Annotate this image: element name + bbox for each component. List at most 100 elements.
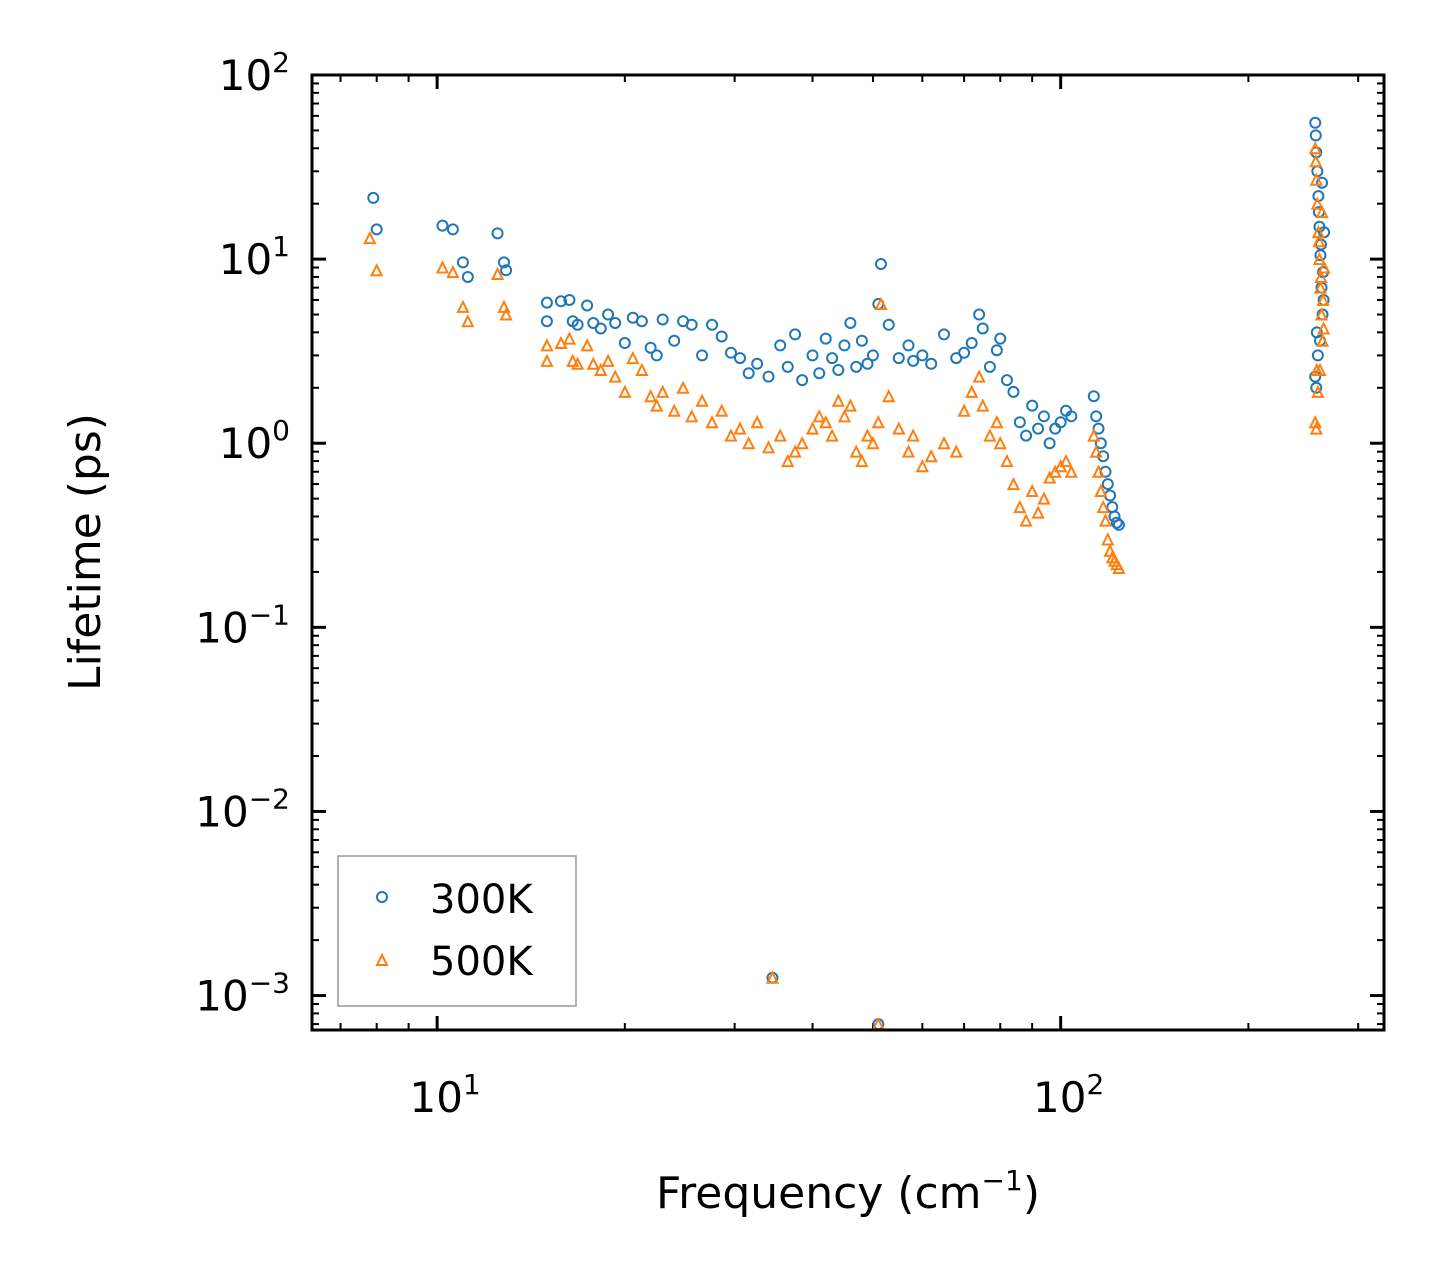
point-300k bbox=[461, 270, 474, 283]
point-500k bbox=[644, 388, 658, 403]
point-300k bbox=[1310, 381, 1323, 394]
data-points bbox=[363, 116, 1331, 1031]
point-500k bbox=[570, 356, 585, 370]
point-500k bbox=[1112, 560, 1126, 575]
point-300k bbox=[938, 328, 951, 341]
point-500k bbox=[1314, 269, 1328, 283]
point-300k bbox=[367, 191, 380, 204]
point-500k bbox=[733, 421, 747, 435]
point-300k bbox=[1110, 516, 1123, 529]
point-500k bbox=[608, 369, 622, 383]
point-500k bbox=[1308, 141, 1322, 155]
point-300k bbox=[456, 256, 469, 269]
point-300k bbox=[1094, 437, 1107, 450]
point-500k bbox=[1315, 333, 1330, 347]
point-500k bbox=[765, 970, 780, 984]
point-500k bbox=[1096, 499, 1110, 514]
legend-label-300k: 300K bbox=[430, 877, 534, 923]
point-300k bbox=[685, 318, 698, 331]
point-300k bbox=[733, 352, 746, 365]
point-300k bbox=[571, 318, 584, 331]
point-300k bbox=[1065, 410, 1078, 423]
point-300k bbox=[650, 349, 663, 362]
point-300k bbox=[844, 316, 857, 329]
point-300k bbox=[742, 367, 755, 380]
point-500k bbox=[795, 435, 809, 450]
point-500k bbox=[594, 362, 608, 376]
point-500k bbox=[1064, 464, 1078, 478]
point-300k bbox=[973, 308, 986, 321]
point-300k bbox=[892, 352, 905, 365]
point-500k bbox=[773, 428, 787, 442]
point-500k bbox=[937, 435, 951, 450]
point-300k bbox=[832, 363, 845, 376]
point-500k bbox=[446, 264, 460, 279]
point-300k bbox=[1007, 385, 1020, 398]
point-300k bbox=[563, 293, 576, 306]
y-tick-label: 10−1 bbox=[195, 598, 290, 652]
point-300k bbox=[1000, 374, 1013, 387]
y-axis-title: Lifetime (ps) bbox=[60, 413, 111, 691]
point-500k bbox=[1006, 476, 1021, 491]
point-300k bbox=[618, 337, 631, 350]
point-500k bbox=[1315, 204, 1329, 219]
point-500k bbox=[901, 444, 916, 458]
series-500k bbox=[363, 141, 1331, 1031]
point-300k bbox=[958, 346, 971, 359]
point-500k bbox=[715, 403, 729, 417]
y-tick-label: 10−2 bbox=[195, 782, 290, 836]
point-300k bbox=[491, 227, 504, 240]
point-500k bbox=[1310, 196, 1324, 210]
point-500k bbox=[650, 398, 664, 412]
point-500k bbox=[1087, 428, 1101, 442]
point-500k bbox=[1313, 280, 1328, 294]
point-500k bbox=[1037, 491, 1051, 505]
point-300k bbox=[1054, 416, 1067, 429]
point-300k bbox=[774, 339, 787, 352]
point-500k bbox=[750, 415, 764, 429]
point-300k bbox=[1092, 422, 1105, 435]
point-300k bbox=[1316, 176, 1329, 189]
point-500k bbox=[562, 331, 577, 345]
point-300k bbox=[644, 341, 657, 354]
point-500k bbox=[586, 356, 600, 370]
point-500k bbox=[976, 398, 990, 412]
point-300k bbox=[950, 352, 963, 365]
point-300k bbox=[656, 313, 669, 326]
point-500k bbox=[742, 435, 756, 450]
point-300k bbox=[983, 360, 996, 373]
point-300k bbox=[706, 318, 719, 331]
point-500k bbox=[906, 428, 920, 442]
point-300k bbox=[751, 357, 764, 370]
point-500k bbox=[871, 415, 885, 429]
point-500k bbox=[363, 230, 377, 245]
point-300k bbox=[826, 352, 839, 365]
point-300k bbox=[861, 357, 874, 370]
point-300k bbox=[1020, 429, 1033, 442]
point-300k bbox=[866, 349, 879, 362]
point-300k bbox=[781, 360, 794, 373]
point-300k bbox=[994, 332, 1007, 345]
point-300k bbox=[446, 223, 459, 236]
point-500k bbox=[1309, 154, 1323, 168]
point-500k bbox=[461, 313, 475, 328]
point-500k bbox=[825, 428, 839, 442]
point-500k bbox=[860, 428, 875, 442]
point-500k bbox=[831, 393, 845, 407]
point-500k bbox=[540, 353, 554, 367]
point-500k bbox=[1019, 513, 1033, 527]
point-300k bbox=[1106, 501, 1119, 514]
legend-marker-300k bbox=[376, 891, 388, 903]
point-300k bbox=[724, 346, 737, 359]
point-500k bbox=[957, 403, 971, 417]
x-axis-title: Frequency (cm−1) bbox=[656, 1164, 1040, 1219]
y-tick-label: 100 bbox=[219, 414, 290, 468]
point-300k bbox=[1037, 410, 1050, 423]
point-300k bbox=[855, 334, 868, 347]
point-300k bbox=[594, 322, 607, 335]
point-500k bbox=[788, 444, 802, 458]
point-500k bbox=[843, 398, 858, 412]
point-300k bbox=[500, 264, 513, 277]
point-500k bbox=[1309, 421, 1323, 435]
point-300k bbox=[609, 316, 622, 329]
